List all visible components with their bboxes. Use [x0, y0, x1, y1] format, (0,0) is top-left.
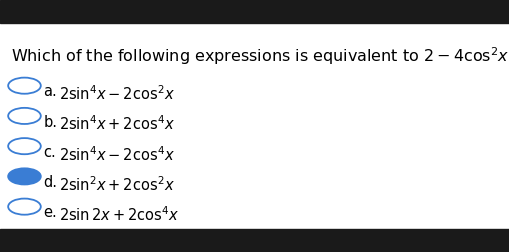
Text: c.: c. [43, 145, 56, 160]
Text: $2\sin^4\!x - 2\cos^4\!x$: $2\sin^4\!x - 2\cos^4\!x$ [59, 145, 174, 164]
Text: Which of the following expressions is equivalent to $2 - 4\cos^2\!x + 4\cos^4\!x: Which of the following expressions is eq… [11, 45, 509, 67]
Text: d.: d. [43, 175, 57, 190]
Text: $2\sin 2x + 2\cos^4\!x$: $2\sin 2x + 2\cos^4\!x$ [59, 205, 179, 224]
Text: e.: e. [43, 205, 57, 220]
Text: $2\sin^2\!x + 2\cos^2\!x$: $2\sin^2\!x + 2\cos^2\!x$ [59, 175, 174, 194]
Circle shape [8, 199, 41, 215]
Text: b.: b. [43, 115, 57, 130]
Circle shape [8, 78, 41, 94]
Text: $2\sin^4\!x + 2\cos^4\!x$: $2\sin^4\!x + 2\cos^4\!x$ [59, 115, 174, 133]
Text: a.: a. [43, 84, 57, 100]
Circle shape [8, 168, 41, 184]
Circle shape [8, 138, 41, 154]
Text: $2\sin^4\!x - 2\cos^2\!x$: $2\sin^4\!x - 2\cos^2\!x$ [59, 84, 174, 103]
Bar [0, 229, 509, 252]
Bar [0, 0, 509, 23]
Circle shape [8, 108, 41, 124]
